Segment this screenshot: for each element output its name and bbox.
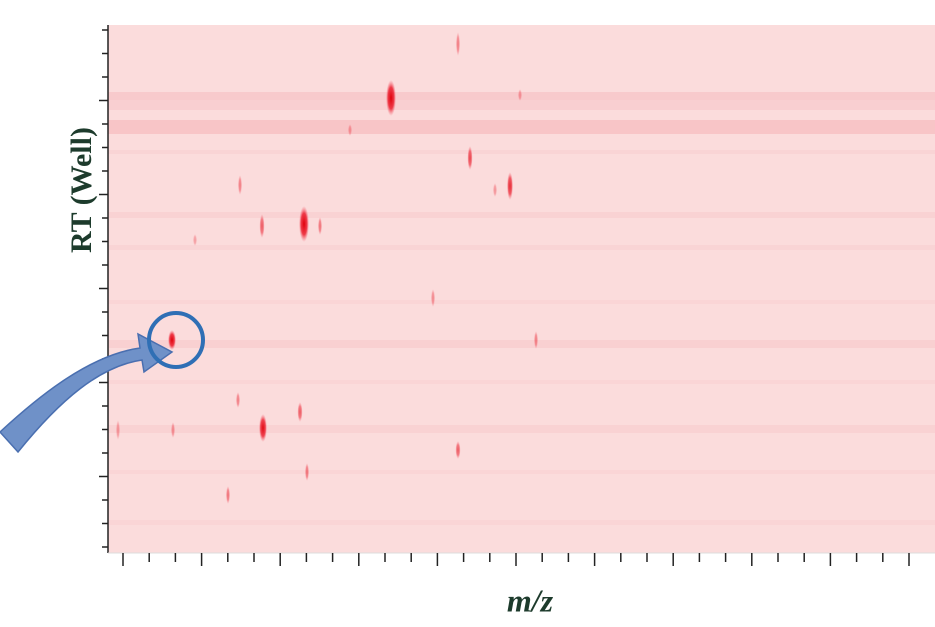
spot bbox=[493, 183, 497, 197]
spot bbox=[259, 414, 267, 442]
spot bbox=[455, 441, 461, 459]
stripe bbox=[108, 212, 935, 218]
spot bbox=[456, 32, 460, 56]
spot bbox=[386, 80, 396, 116]
stripe bbox=[108, 470, 935, 474]
heatmap-background bbox=[108, 25, 935, 553]
stripe bbox=[108, 245, 935, 250]
spot bbox=[518, 89, 522, 101]
spot bbox=[534, 331, 538, 349]
ticks bbox=[99, 29, 910, 566]
spot bbox=[431, 289, 435, 307]
spot bbox=[168, 330, 176, 350]
spot bbox=[299, 206, 309, 242]
spot bbox=[259, 214, 265, 238]
spot bbox=[297, 402, 303, 422]
stripe bbox=[108, 120, 935, 134]
stripe bbox=[108, 380, 935, 384]
stripe bbox=[108, 150, 935, 154]
callout-arrow bbox=[0, 332, 174, 454]
spot bbox=[116, 420, 120, 440]
spot bbox=[236, 392, 240, 408]
stripe bbox=[108, 100, 935, 110]
x-axis-label: m/z bbox=[507, 582, 554, 618]
spot bbox=[171, 422, 175, 438]
spot bbox=[238, 175, 242, 195]
stripe bbox=[108, 520, 935, 525]
spot bbox=[467, 146, 473, 170]
stripe bbox=[108, 300, 935, 304]
spot bbox=[193, 234, 197, 246]
spot bbox=[226, 486, 230, 504]
highlight-circle bbox=[147, 311, 205, 369]
spot bbox=[318, 217, 322, 235]
spot bbox=[348, 124, 352, 136]
y-axis-label: RT (Well) bbox=[65, 127, 98, 253]
spot bbox=[305, 463, 309, 481]
stripe bbox=[108, 425, 935, 433]
spot bbox=[507, 172, 513, 200]
stripe bbox=[108, 340, 935, 348]
spots bbox=[116, 32, 538, 504]
